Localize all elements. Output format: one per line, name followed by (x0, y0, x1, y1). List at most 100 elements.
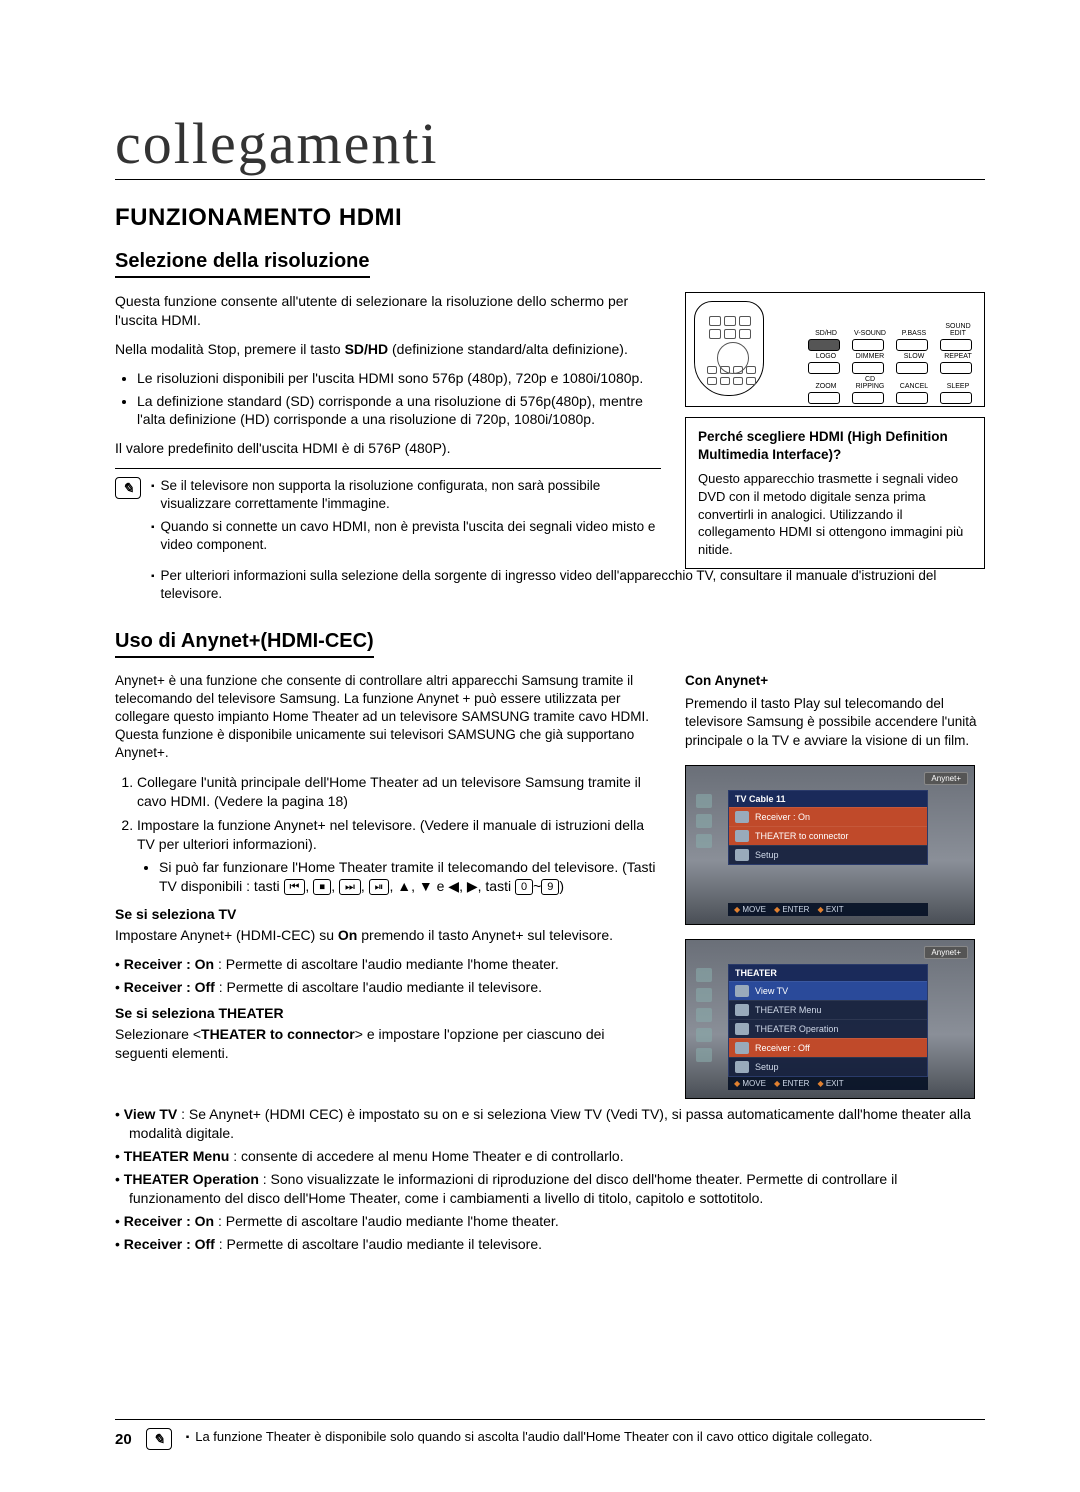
remote-button-label: SLEEP (940, 383, 976, 390)
tv-row-label: THEATER Operation (755, 1024, 838, 1034)
list-item: Impostare la funzione Anynet+ nel televi… (137, 816, 661, 896)
side-note-title: Con Anynet+ (685, 672, 985, 691)
sub2-steps: Collegare l'unità principale dell'Home T… (115, 773, 661, 896)
list-item: THEATER Menu : consente di accedere al m… (115, 1147, 985, 1166)
tv-row-label: THEATER Menu (755, 1005, 821, 1015)
tv-screenshot-1: Anynet+ TV Cable 11 Receiver : OnTHEATER… (685, 765, 975, 925)
info-body: Questo apparecchio trasmette i segnali v… (698, 470, 972, 558)
list-item: Receiver : On : Permette di ascoltare l'… (115, 1212, 985, 1231)
footnote-list: La funzione Theater è disponibile solo q… (186, 1428, 985, 1450)
page-title: collegamenti (115, 110, 985, 180)
note-list-wide: Per ulteriori informazioni sulla selezio… (151, 567, 985, 607)
remote-button-grid: SD/HDV-SOUNDP.BASSSOUND EDITLOGODIMMERSL… (808, 323, 976, 404)
text: Impostare Anynet+ (HDMI-CEC) su (115, 927, 338, 943)
remote-button-label: SD/HD (808, 330, 844, 337)
key-icon: ⏮ (284, 879, 306, 895)
divider (115, 468, 661, 469)
section-heading: FUNZIONAMENTO HDMI (115, 204, 985, 232)
tv-menu-row: THEATER Menu (729, 1000, 927, 1019)
tv-row-label: Setup (755, 850, 779, 860)
remote-button-label: V-SOUND (852, 330, 888, 337)
tv-menu-row: Setup (729, 1057, 927, 1076)
remote-button (852, 362, 884, 374)
tv-foot-item: MOVE (734, 1079, 766, 1088)
list-item: Receiver : Off : Permette di ascoltare l… (115, 978, 661, 997)
tv-options: Receiver : On : Permette di ascoltare l'… (115, 955, 661, 997)
tv-row-label: View TV (755, 986, 788, 996)
remote-button (852, 339, 884, 351)
key-icon: ⏯ (369, 879, 390, 895)
tv-menu-row: Receiver : Off (729, 1038, 927, 1057)
tv-side-icons (696, 968, 712, 1062)
sub2-p1: Anynet+ è una funzione che consente di c… (115, 672, 661, 763)
remote-button-label: REPEAT (940, 353, 976, 360)
key-icon: 0 (515, 879, 533, 895)
sub1-p2: Nella modalità Stop, premere il tasto SD… (115, 340, 661, 359)
tv-foot-item: ENTER (774, 905, 810, 914)
info-title: Perché scegliere HDMI (High Definition M… (698, 428, 972, 464)
sub1-heading: Selezione della risoluzione (115, 250, 370, 278)
tv-row-label: Receiver : Off (755, 1043, 810, 1053)
tv-menu-row: View TV (729, 981, 927, 1000)
list-item: THEATER Operation : Sono visualizzate le… (115, 1170, 985, 1208)
note-list: Se il televisore non supporta la risoluz… (151, 477, 661, 558)
key-icon: ⏭ (339, 879, 361, 895)
tv-row-icon (735, 985, 749, 997)
key-icon: 9 (541, 879, 559, 895)
text-bold: SD/HD (345, 341, 389, 357)
list-item: La definizione standard (SD) corrisponde… (137, 392, 661, 430)
tv-menu-row: THEATER Operation (729, 1019, 927, 1038)
text: Nella modalità Stop, premere il tasto (115, 341, 345, 357)
list-item: Collegare l'unità principale dell'Home T… (137, 773, 661, 811)
note-item: Quando si connette un cavo HDMI, non è p… (151, 518, 661, 554)
tv-menu-row: THEATER to connector (729, 826, 927, 845)
tv-menu-row: Receiver : On (729, 807, 927, 826)
tv-footer: MOVE ENTER EXIT (728, 1077, 928, 1090)
tv-tab: Anynet+ (924, 772, 968, 785)
remote-button-label: DIMMER (852, 353, 888, 360)
list-item: Le risoluzioni disponibili per l'uscita … (137, 369, 661, 388)
remote-button (808, 339, 840, 351)
tv-row-icon (735, 849, 749, 861)
remote-button (896, 362, 928, 374)
side-note-body: Premendo il tasto Play sul telecomando d… (685, 695, 985, 752)
sub1-p3: Il valore predefinito dell'uscita HDMI è… (115, 439, 661, 458)
sub2-heading: Uso di Anynet+(HDMI-CEC) (115, 630, 374, 658)
remote-outline (694, 301, 764, 396)
tv-menu-header: TV Cable 11 (729, 791, 927, 807)
tv-foot-item: ENTER (774, 1079, 810, 1088)
text: Selezionare < (115, 1026, 201, 1042)
remote-button (940, 362, 972, 374)
remote-diagram: SD/HDV-SOUNDP.BASSSOUND EDITLOGODIMMERSL… (685, 292, 985, 407)
remote-button (852, 392, 884, 404)
theater-options: View TV : Se Anynet+ (HDMI CEC) è impost… (115, 1105, 985, 1253)
remote-button (808, 362, 840, 374)
text: ) (559, 878, 564, 894)
tv-menu-header: THEATER (729, 965, 927, 981)
remote-button-label: CD RIPPING (852, 376, 888, 390)
remote-bottom-row (707, 366, 756, 385)
footnote-bar: 20 ✎ La funzione Theater è disponibile s… (115, 1419, 985, 1450)
text: (definizione standard/alta definizione). (388, 341, 628, 357)
remote-button-label: ZOOM (808, 383, 844, 390)
text: premendo il tasto Anynet+ sul televisore… (357, 927, 613, 943)
text: ~ (533, 878, 541, 894)
remote-button-label: SLOW (896, 353, 932, 360)
sub1-p1: Questa funzione consente all'utente di s… (115, 292, 661, 330)
tv-footer: MOVE ENTER EXIT (728, 903, 928, 916)
text: , ▲, ▼ e ◀, ▶, tasti (389, 878, 515, 894)
remote-button (808, 392, 840, 404)
list-item: Si può far funzionare l'Home Theater tra… (159, 858, 661, 896)
tv-screenshot-2: Anynet+ THEATER View TVTHEATER MenuTHEAT… (685, 939, 975, 1099)
text: Impostare la funzione Anynet+ nel televi… (137, 817, 644, 852)
tv-menu-row: Setup (729, 845, 927, 864)
note-icon: ✎ (115, 477, 141, 499)
tv-row-icon (735, 1061, 749, 1073)
tv-row-icon (735, 811, 749, 823)
text-bold: On (338, 927, 357, 943)
hdmi-info-box: Perché scegliere HDMI (High Definition M… (685, 417, 985, 569)
tv-foot-item: EXIT (817, 905, 843, 914)
remote-mini-buttons (709, 316, 751, 339)
note-item: Se il televisore non supporta la risoluz… (151, 477, 661, 513)
theater-paragraph: Selezionare <THEATER to connector> e imp… (115, 1025, 661, 1063)
